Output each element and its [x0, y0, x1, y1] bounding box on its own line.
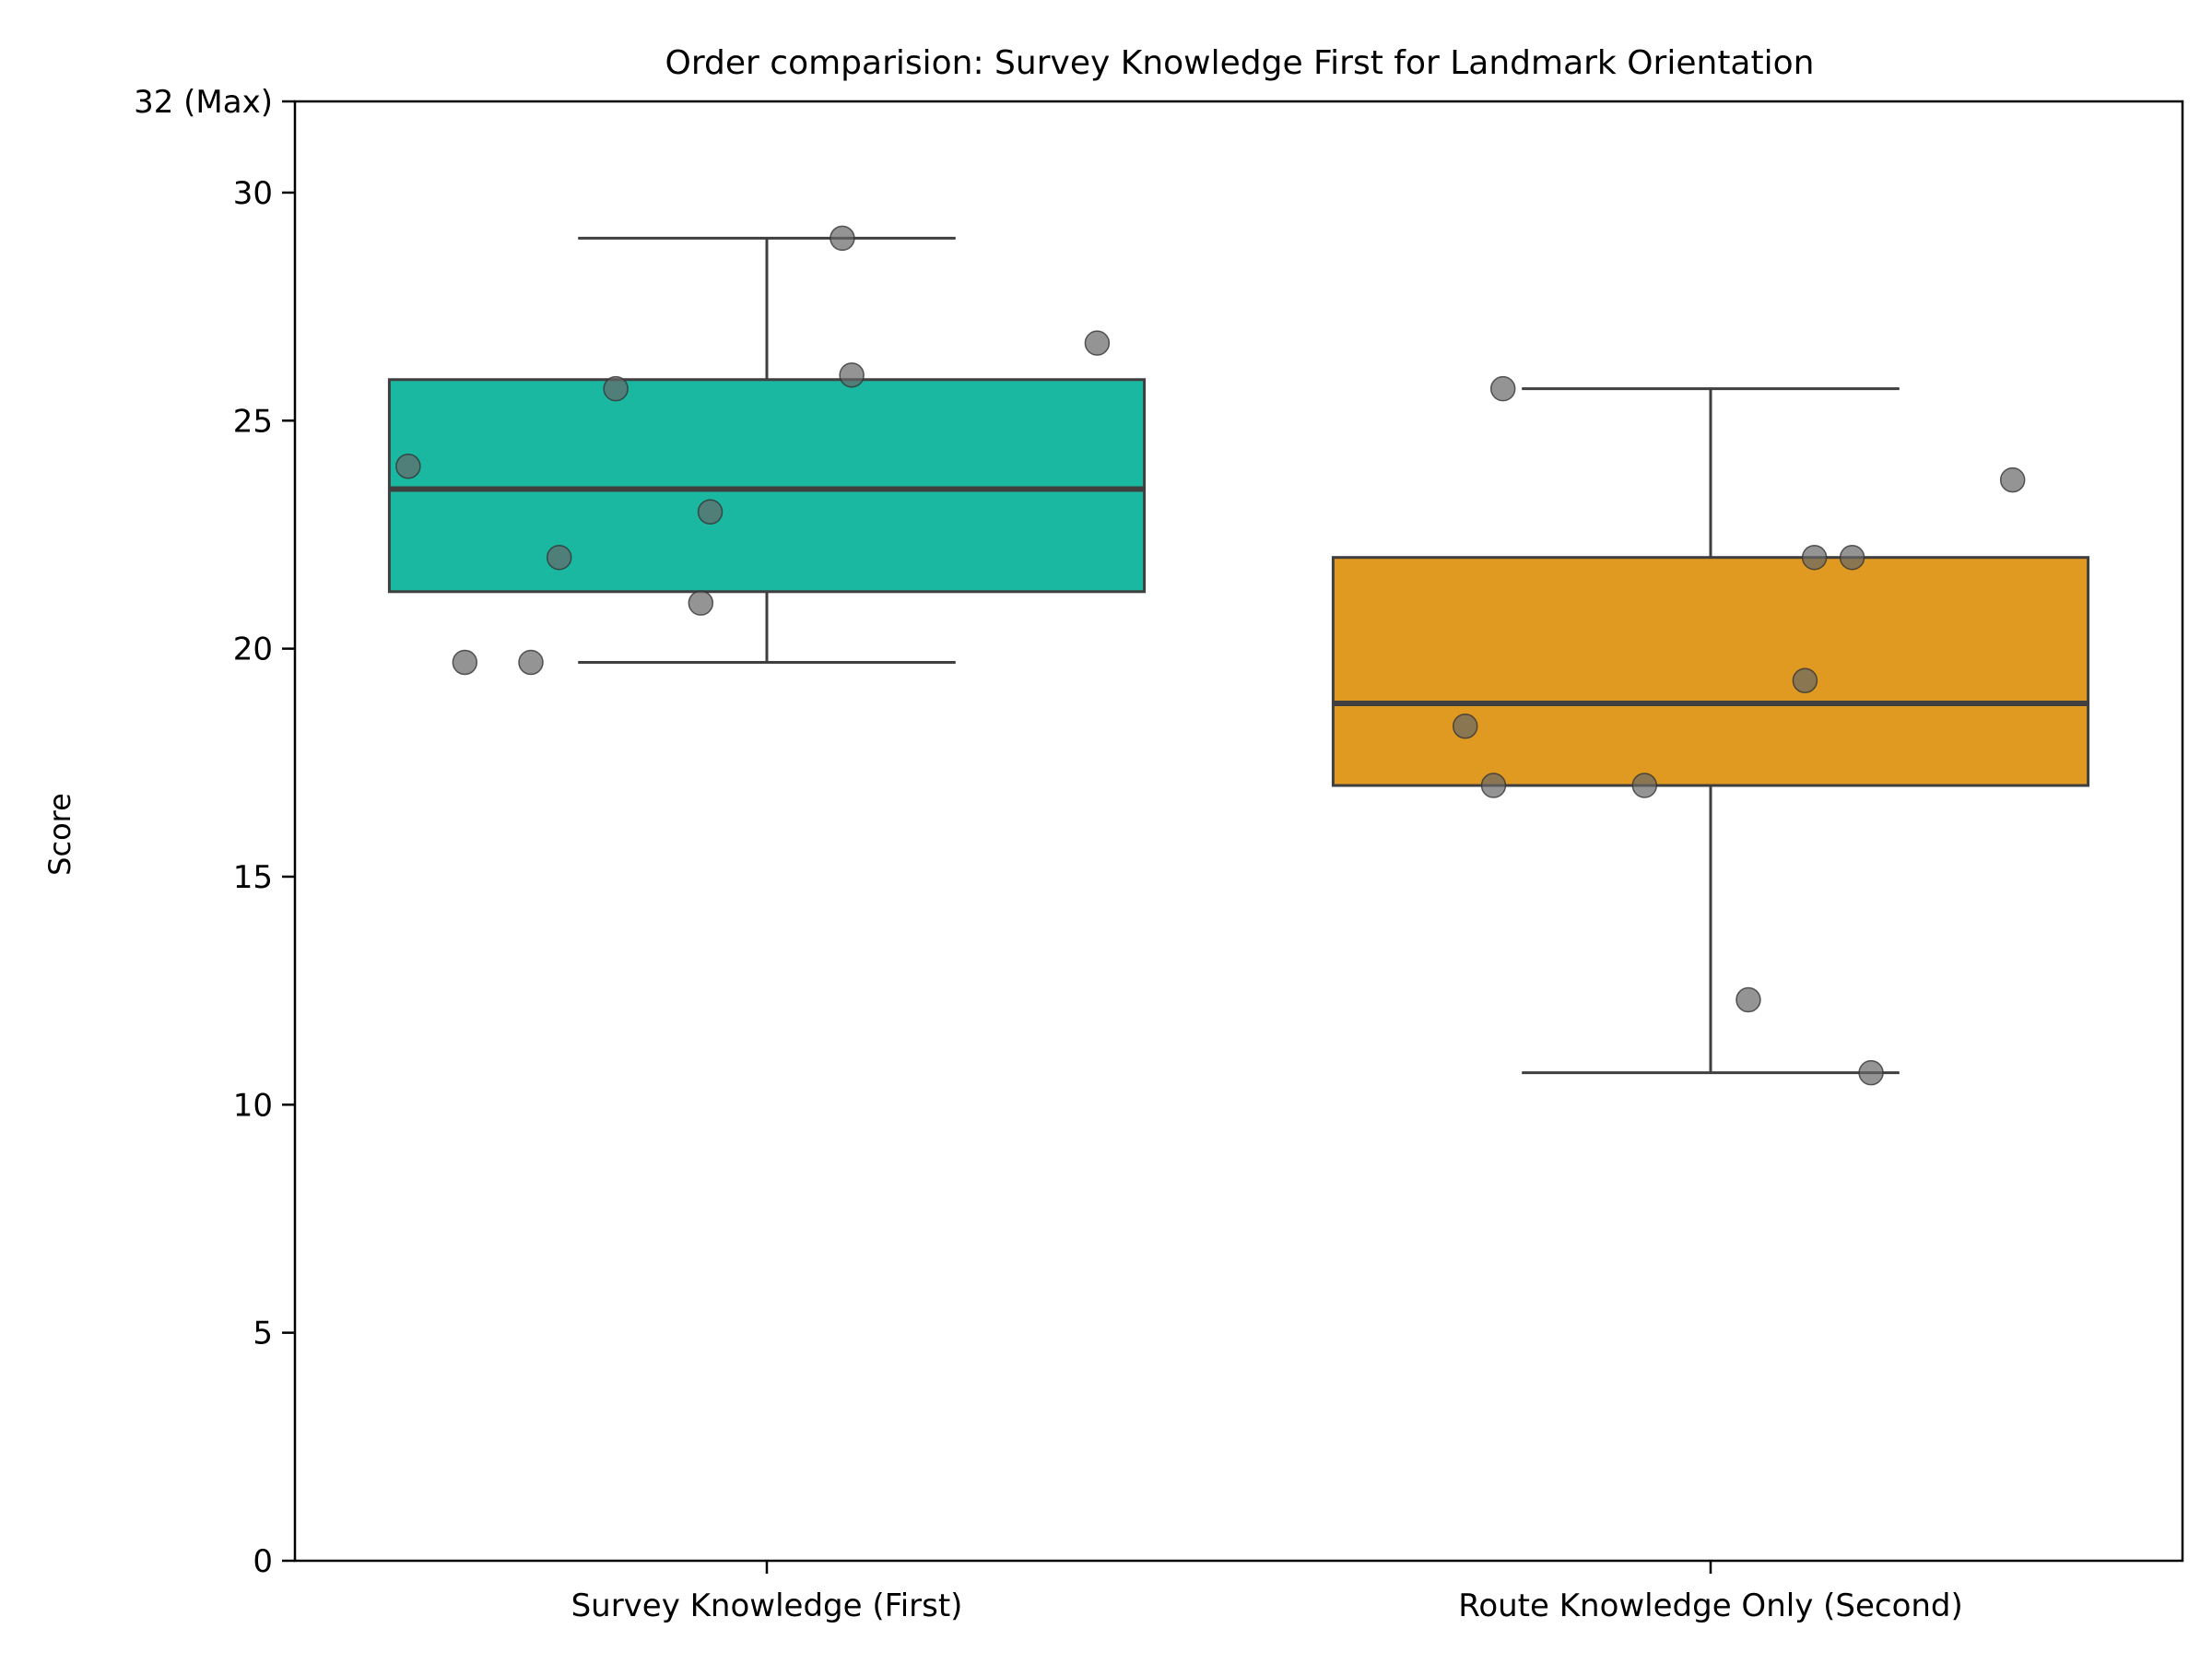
box-1 — [387, 378, 1147, 594]
data-point — [518, 649, 544, 676]
data-point — [1735, 986, 1761, 1013]
data-point — [697, 499, 724, 525]
data-point — [1839, 544, 1865, 571]
box-2 — [1331, 556, 2090, 787]
x-tick-label: Survey Knowledge (First) — [571, 1587, 963, 1624]
y-tick-label: 30 — [233, 175, 273, 212]
data-point — [1999, 466, 2026, 493]
y-tick-label: 5 — [253, 1316, 273, 1352]
data-point — [1453, 713, 1478, 739]
data-point — [1631, 773, 1658, 798]
data-point — [603, 375, 629, 402]
data-point — [688, 590, 714, 616]
data-point — [1792, 667, 1818, 694]
data-point — [1858, 1059, 1884, 1086]
data-point — [452, 649, 478, 676]
data-point — [395, 454, 421, 479]
plot-area: 0 5 10 15 20 25 30 32 (Max) Survey Knowledge (Fi… — [134, 84, 2184, 1624]
plot-frame — [293, 100, 2184, 1563]
data-point — [1480, 773, 1507, 798]
y-axis-label: Score — [42, 793, 77, 876]
x-tick-label: Route Knowledge Only (Second) — [1458, 1587, 1963, 1624]
y-tick-label: 0 — [253, 1543, 273, 1580]
y-tick-label: 10 — [233, 1087, 273, 1124]
y-tick-label: 15 — [233, 859, 273, 896]
data-point — [1489, 375, 1516, 402]
chart-title: Order comparision: Survey Knowledge Firs… — [665, 44, 1815, 82]
data-point — [546, 544, 572, 571]
y-tick-label: 20 — [233, 631, 273, 668]
y-tick-label: 32 (Max) — [134, 84, 273, 121]
data-point — [839, 362, 865, 388]
data-point — [1084, 330, 1111, 356]
data-point — [1801, 544, 1828, 571]
y-tick-label: 25 — [233, 403, 273, 440]
data-point — [830, 225, 855, 252]
